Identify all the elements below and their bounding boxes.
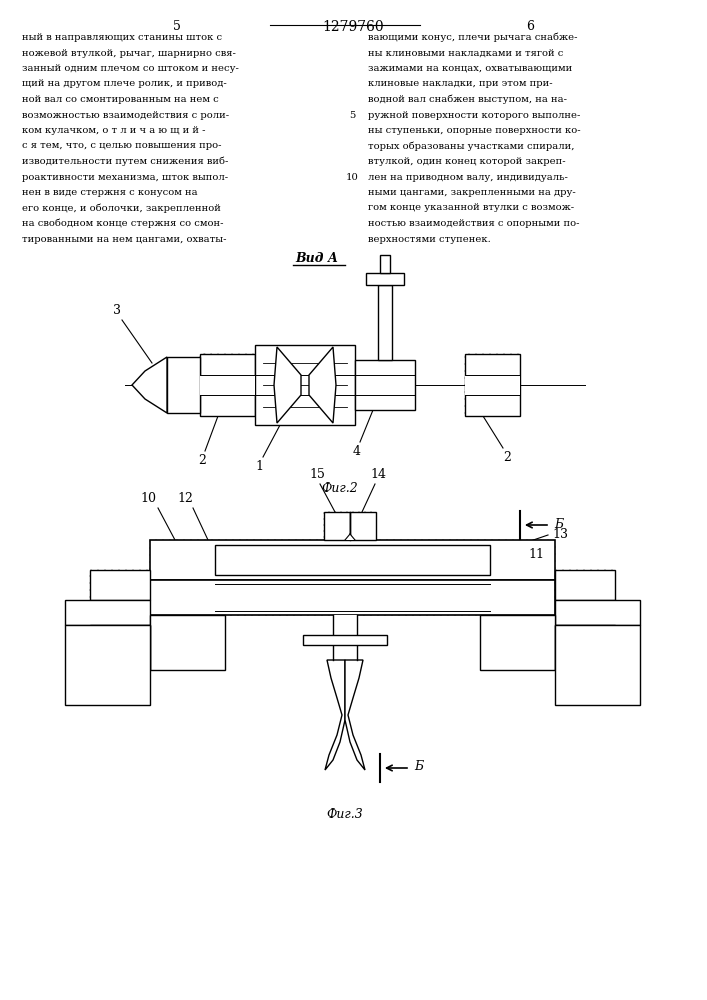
- Text: 1: 1: [255, 460, 263, 473]
- Bar: [355, 360, 415, 410]
- Text: гом конце указанной втулки с возмож-: гом конце указанной втулки с возмож-: [368, 204, 574, 213]
- Bar: [555, 570, 615, 600]
- Text: зажимами на концах, охватывающими: зажимами на концах, охватывающими: [368, 64, 572, 73]
- Text: ными цангами, закрепленными на дру-: ными цангами, закрепленными на дру-: [368, 188, 575, 197]
- Bar: [378, 285, 392, 360]
- Text: тированными на нем цангами, охваты-: тированными на нем цангами, охваты-: [22, 234, 226, 243]
- Bar: [90, 625, 150, 670]
- Text: Б: Б: [414, 760, 423, 774]
- Bar: [333, 615, 357, 660]
- Bar: [303, 635, 387, 645]
- Polygon shape: [274, 347, 301, 423]
- Bar: [555, 625, 615, 670]
- Text: 2: 2: [503, 451, 511, 464]
- Bar: [380, 255, 390, 273]
- Text: 13: 13: [552, 528, 568, 540]
- Text: 3: 3: [113, 304, 121, 317]
- Bar: [555, 625, 640, 705]
- Bar: [215, 584, 490, 611]
- Bar: [150, 580, 555, 615]
- Bar: [480, 615, 555, 670]
- Bar: [324, 512, 350, 540]
- Bar: [65, 600, 150, 625]
- Text: на свободном конце стержня со смон-: на свободном конце стержня со смон-: [22, 219, 223, 229]
- Text: с я тем, что, с целью повышения про-: с я тем, что, с целью повышения про-: [22, 141, 221, 150]
- Text: 14: 14: [370, 468, 386, 481]
- Text: 12: 12: [177, 492, 193, 505]
- Text: ны ступеньки, опорные поверхности ко-: ны ступеньки, опорные поверхности ко-: [368, 126, 580, 135]
- Polygon shape: [345, 660, 365, 770]
- Bar: [215, 545, 490, 575]
- Bar: [465, 375, 520, 395]
- Text: его конце, и оболочки, закрепленной: его конце, и оболочки, закрепленной: [22, 204, 221, 213]
- Bar: [200, 354, 255, 416]
- Text: втулкой, один конец которой закреп-: втулкой, один конец которой закреп-: [368, 157, 566, 166]
- Text: верхностями ступенек.: верхностями ступенек.: [368, 234, 491, 243]
- Text: изводительности путем снижения виб-: изводительности путем снижения виб-: [22, 157, 228, 166]
- Text: ны клиновыми накладками и тягой с: ны клиновыми накладками и тягой с: [368, 48, 563, 57]
- Text: щий на другом плече ролик, и привод-: щий на другом плече ролик, и привод-: [22, 80, 227, 89]
- Text: Б: Б: [554, 518, 563, 530]
- Text: ружной поверхности которого выполне-: ружной поверхности которого выполне-: [368, 110, 580, 119]
- Bar: [65, 625, 150, 705]
- Text: 11: 11: [528, 548, 544, 560]
- Bar: [255, 345, 355, 425]
- Text: Фиг.3: Фиг.3: [327, 808, 363, 821]
- Text: 15: 15: [309, 468, 325, 481]
- Text: лен на приводном валу, индивидуаль-: лен на приводном валу, индивидуаль-: [368, 172, 568, 182]
- Text: торых образованы участками спирали,: торых образованы участками спирали,: [368, 141, 575, 151]
- Polygon shape: [345, 534, 355, 540]
- Text: 1279760: 1279760: [322, 20, 384, 34]
- Bar: [200, 375, 255, 395]
- Text: водной вал снабжен выступом, на на-: водной вал снабжен выступом, на на-: [368, 95, 567, 104]
- Text: 5: 5: [173, 20, 181, 33]
- Bar: [465, 354, 520, 416]
- Text: ной вал со смонтированным на нем с: ной вал со смонтированным на нем с: [22, 95, 218, 104]
- Text: 5: 5: [349, 110, 355, 119]
- Text: возможностью взаимодействия с роли-: возможностью взаимодействия с роли-: [22, 110, 229, 119]
- Text: 6: 6: [526, 20, 534, 33]
- Text: ножевой втулкой, рычаг, шарнирно свя-: ножевой втулкой, рычаг, шарнирно свя-: [22, 48, 236, 57]
- Text: роактивности механизма, шток выпол-: роактивности механизма, шток выпол-: [22, 172, 228, 182]
- Text: нен в виде стержня с конусом на: нен в виде стержня с конусом на: [22, 188, 198, 197]
- Text: 10: 10: [346, 172, 358, 182]
- Bar: [167, 357, 200, 413]
- Text: Вид А: Вид А: [295, 252, 338, 265]
- Text: Фиг.2: Фиг.2: [322, 482, 358, 495]
- Polygon shape: [132, 357, 167, 413]
- Bar: [350, 512, 376, 540]
- Text: ком кулачком, о т л и ч а ю щ и й -: ком кулачком, о т л и ч а ю щ и й -: [22, 126, 206, 135]
- Bar: [366, 273, 404, 285]
- Polygon shape: [325, 660, 345, 770]
- Bar: [90, 570, 150, 600]
- Bar: [150, 615, 225, 670]
- Text: ностью взаимодействия с опорными по-: ностью взаимодействия с опорными по-: [368, 219, 580, 228]
- Text: ный в направляющих станины шток с: ный в направляющих станины шток с: [22, 33, 222, 42]
- Text: 4: 4: [353, 445, 361, 458]
- Text: клиновые накладки, при этом при-: клиновые накладки, при этом при-: [368, 80, 553, 89]
- Text: вающими конус, плечи рычага снабже-: вающими конус, плечи рычага снабже-: [368, 33, 578, 42]
- Bar: [150, 540, 555, 580]
- Text: 10: 10: [140, 492, 156, 505]
- Polygon shape: [309, 347, 336, 423]
- Bar: [555, 600, 640, 625]
- Text: 2: 2: [198, 454, 206, 467]
- Text: занный одним плечом со штоком и несу-: занный одним плечом со штоком и несу-: [22, 64, 239, 73]
